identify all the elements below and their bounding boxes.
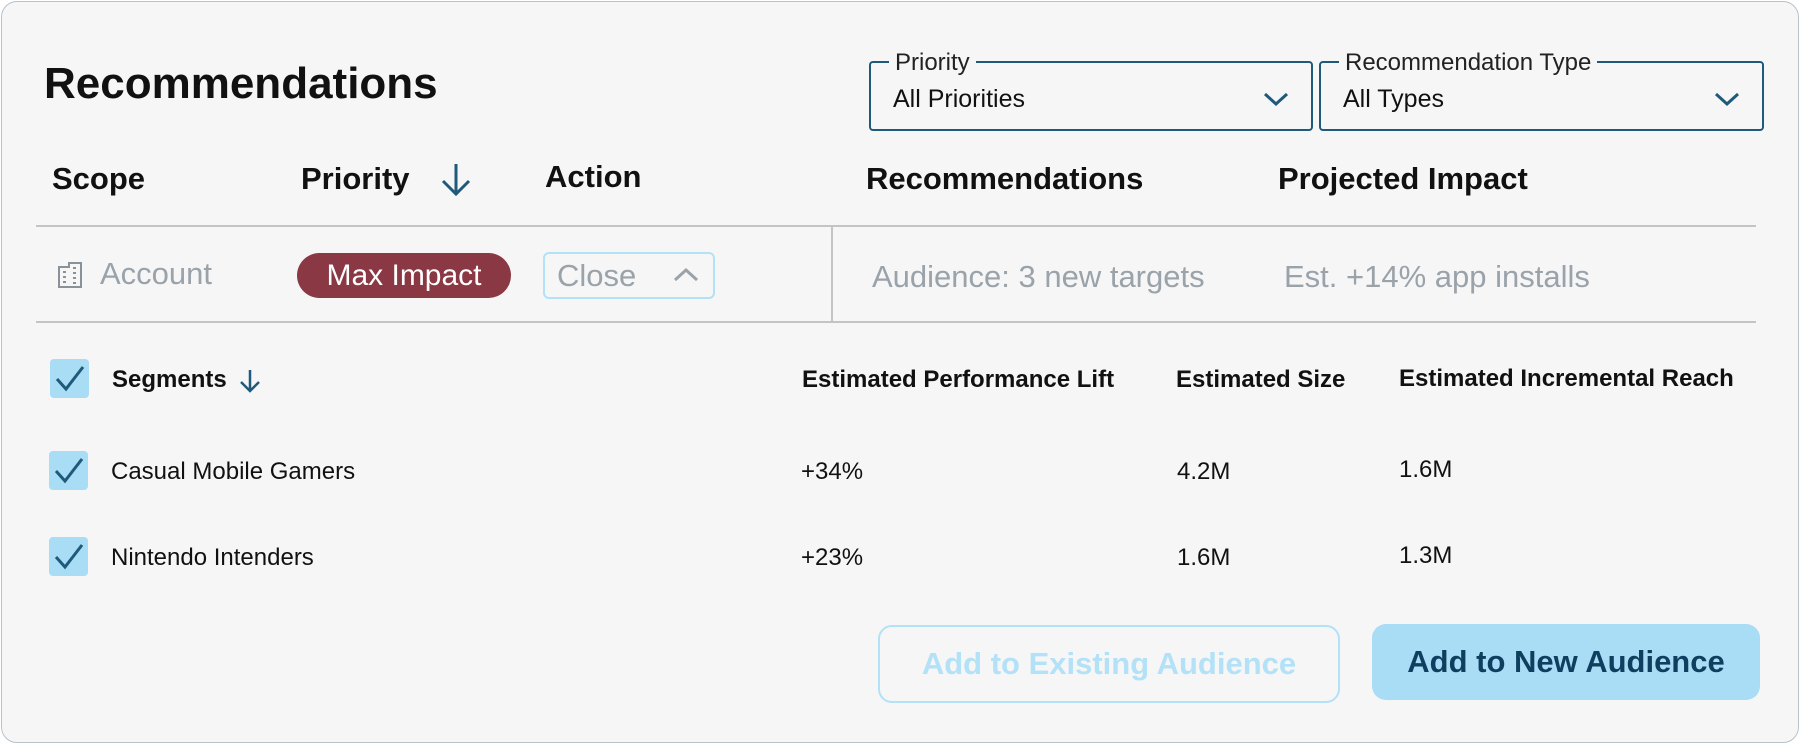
segments-header: Estimated Performance Lift: [802, 366, 1115, 393]
segments-header[interactable]: Segments: [112, 366, 227, 393]
segments-header: Estimated Size: [1176, 366, 1346, 393]
divider: [36, 321, 1756, 323]
column-header: Action: [545, 159, 642, 194]
type-filter[interactable]: Recommendation Type All Types: [1319, 49, 1764, 131]
filter-label: Priority: [889, 49, 976, 77]
close-button[interactable]: Close: [543, 252, 715, 299]
checkbox[interactable]: [49, 451, 88, 490]
filter-value: All Priorities: [893, 85, 1025, 113]
filter-value: All Types: [1343, 85, 1444, 113]
priority-badge: Max Impact: [297, 253, 511, 298]
impact: Est. +14% app installs: [1284, 259, 1590, 294]
checkbox[interactable]: [49, 537, 88, 576]
performance-lift: +34%: [801, 458, 864, 485]
segment-name: Nintendo Intenders: [111, 544, 314, 571]
close-label: Close: [557, 258, 637, 293]
divider: [831, 227, 833, 321]
checkbox[interactable]: [50, 359, 89, 398]
column-header: Recommendations: [866, 161, 1144, 196]
column-header: Scope: [52, 161, 146, 196]
incremental-reach: 1.3M: [1399, 542, 1453, 569]
add-new-button[interactable]: Add to New Audience: [1372, 624, 1760, 700]
estimated-size: 1.6M: [1177, 544, 1231, 571]
column-header[interactable]: Priority: [301, 161, 410, 196]
chevron-up: [673, 267, 699, 282]
incremental-reach: 1.6M: [1399, 456, 1453, 483]
sort-arrow[interactable]: [238, 368, 262, 394]
chevron-down: [1263, 92, 1289, 107]
chevron-down: [1714, 92, 1740, 107]
segments-header: Estimated Incremental Reach: [1399, 365, 1734, 392]
building-icon: [58, 262, 82, 288]
segment-name: Casual Mobile Gamers: [111, 458, 356, 485]
sort-arrow[interactable]: [439, 162, 473, 198]
estimated-size: 4.2M: [1177, 458, 1231, 485]
recommendation: Audience: 3 new targets: [872, 259, 1205, 294]
scope: Account: [100, 256, 213, 291]
priority-filter[interactable]: Priority All Priorities: [869, 49, 1313, 131]
filter-label: Recommendation Type: [1339, 49, 1598, 77]
divider: [36, 225, 1756, 227]
title: Recommendations: [44, 59, 438, 108]
add-existing-button[interactable]: Add to Existing Audience: [878, 625, 1340, 703]
column-header: Projected Impact: [1278, 161, 1528, 196]
performance-lift: +23%: [801, 544, 864, 571]
